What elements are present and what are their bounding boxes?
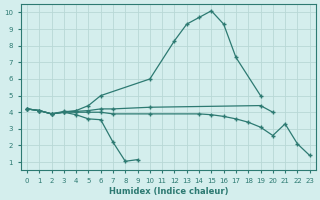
X-axis label: Humidex (Indice chaleur): Humidex (Indice chaleur) <box>108 187 228 196</box>
